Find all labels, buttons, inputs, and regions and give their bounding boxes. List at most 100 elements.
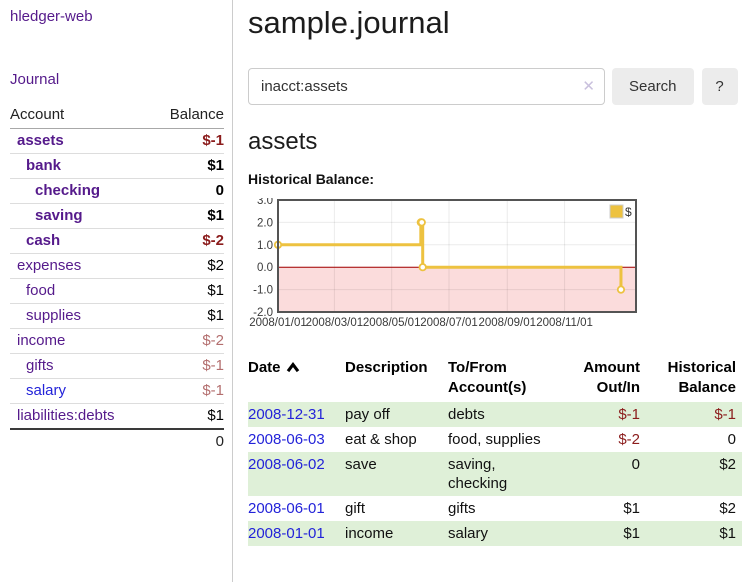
svg-text:3.0: 3.0 [257,198,273,207]
svg-text:2.0: 2.0 [257,217,273,229]
transactions-table: Date Description To/From Account(s) Amou… [248,356,742,546]
sidebar-account-balance: $1 [150,153,224,179]
page-title: sample.journal [248,5,450,40]
sidebar-account-link[interactable]: cash [26,232,61,249]
sidebar-accounts-body: assets $-1 bank $1 checking 0 saving $1 cash $-2 e… [10,128,224,454]
legend-swatch [609,204,624,219]
transaction-date-link[interactable]: 2008-01-01 [248,525,325,542]
transaction-description: gift [345,500,366,517]
accounts-header-balance: Balance [150,103,224,129]
transaction-balance: $-1 [714,406,736,423]
sidebar-account-link[interactable]: gifts [26,357,54,374]
sidebar-accounts-total-row: 0 [10,428,224,454]
legend-label: $ [625,205,632,219]
transaction-row: 2008-06-02 save saving, checking 0 $2 [248,452,742,496]
col-header-balance: Historical Balance [667,359,736,396]
transaction-date-link[interactable]: 2008-12-31 [248,406,325,423]
transaction-row: 2008-06-03 eat & shop food, supplies $-2 0 [248,427,742,452]
transaction-description: income [345,525,394,542]
sidebar-account-row: cash $-2 [10,228,224,254]
accounts-balance-table: Account Balance assets $-1 bank $1 checking 0… [10,103,224,454]
transaction-accounts: gifts [448,500,476,517]
sidebar: hledger-web Journal Account Balance asse… [0,0,233,582]
transaction-balance: $1 [719,525,736,542]
sidebar-account-row: checking 0 [10,178,224,204]
transaction-amount: $-2 [618,431,640,448]
sidebar-account-balance: $-2 [150,228,224,254]
sidebar-account-balance: $1 [150,203,224,229]
help-button[interactable]: ? [701,68,738,105]
transaction-amount: 0 [631,456,640,473]
accounts-header-account: Account [10,103,151,129]
svg-text:0.0: 0.0 [257,262,273,274]
chart-point [616,285,626,294]
transaction-date-link[interactable]: 2008-06-03 [248,431,325,448]
transaction-description: pay off [345,406,390,423]
sidebar-account-balance: $-1 [150,128,224,154]
svg-text:-2.0: -2.0 [253,307,273,319]
chart-border [277,199,637,313]
transaction-balance: $2 [719,456,736,473]
svg-text:2008/11/01: 2008/11/01 [536,317,593,329]
sidebar-account-balance: $1 [150,278,224,304]
sidebar-account-balance: $1 [150,303,224,329]
col-header-amount: Amount Out/In [583,359,640,396]
sidebar-account-row: gifts $-1 [10,353,224,379]
sidebar-account-link[interactable]: checking [35,182,101,199]
sidebar-account-link[interactable]: liabilities:debts [17,407,115,424]
sidebar-account-balance: 0 [150,178,224,204]
clear-search-icon[interactable]: ✕ [582,77,595,95]
sidebar-account-row: salary $-1 [10,378,224,404]
transaction-accounts: saving, checking [448,456,508,492]
transactions-body: 2008-12-31 pay off debts $-1 $-1 2008-06-03 ea… [248,402,742,546]
search-form: ✕ Search ? [248,68,742,105]
transaction-description: eat & shop [345,431,417,448]
transaction-date-link[interactable]: 2008-06-01 [248,500,325,517]
sidebar-account-row: supplies $1 [10,303,224,329]
svg-text:2008/01/01: 2008/01/01 [249,317,307,329]
transaction-balance: 0 [727,431,736,448]
svg-text:2008/03/01: 2008/03/01 [306,317,364,329]
sidebar-account-link[interactable]: income [17,332,66,349]
sidebar-account-link[interactable]: salary [26,382,67,399]
col-header-date[interactable]: Date [248,356,345,402]
sidebar-account-row: bank $1 [10,153,224,179]
sidebar-account-balance: $2 [150,253,224,279]
transaction-date-link[interactable]: 2008-06-02 [248,456,325,473]
svg-text:2008/05/01: 2008/05/01 [363,317,421,329]
sidebar-account-link[interactable]: bank [26,157,62,174]
transaction-row: 2008-01-01 income salary $1 $1 [248,521,742,546]
sidebar-account-row: food $1 [10,278,224,304]
search-input[interactable] [248,68,605,105]
sidebar-account-balance: $-1 [150,378,224,404]
sidebar-account-link[interactable]: supplies [26,307,82,324]
sidebar-account-link[interactable]: saving [35,207,83,224]
sidebar-account-row: assets $-1 [10,128,224,154]
sidebar-account-link[interactable]: expenses [17,257,82,274]
transaction-accounts: food, supplies [448,431,541,448]
transaction-accounts: debts [448,406,485,423]
chart-point [418,263,427,272]
historical-balance-chart: 3.0 2.0 1.0 0.0 -1.0 -2.02008/01/012008/03/01… [249,198,637,329]
sidebar-account-balance: $-2 [150,328,224,354]
col-header-accounts: To/From Account(s) [448,359,527,396]
sidebar-account-balance: $-1 [150,353,224,379]
svg-text:-1.0: -1.0 [253,285,273,297]
sidebar-account-row: liabilities:debts $1 [10,403,224,430]
sidebar-account-link[interactable]: food [26,282,56,299]
svg-text:2008/09/01: 2008/09/01 [478,317,536,329]
sidebar-account-link[interactable]: assets [17,132,64,149]
svg-text:1.0: 1.0 [257,240,273,252]
sidebar-accounts-total: 0 [150,428,224,454]
sidebar-account-row: expenses $2 [10,253,224,279]
transaction-amount: $1 [623,525,640,542]
search-button[interactable]: Search [612,68,694,105]
chart-point [417,218,426,227]
col-header-description: Description [345,359,428,376]
transaction-accounts: salary [448,525,489,542]
svg-text:2008/07/01: 2008/07/01 [420,317,478,329]
app-title-link[interactable]: hledger-web [10,8,93,25]
sidebar-item-journal[interactable]: Journal [10,71,60,88]
account-heading: assets [248,128,318,155]
negative-region [278,267,636,312]
